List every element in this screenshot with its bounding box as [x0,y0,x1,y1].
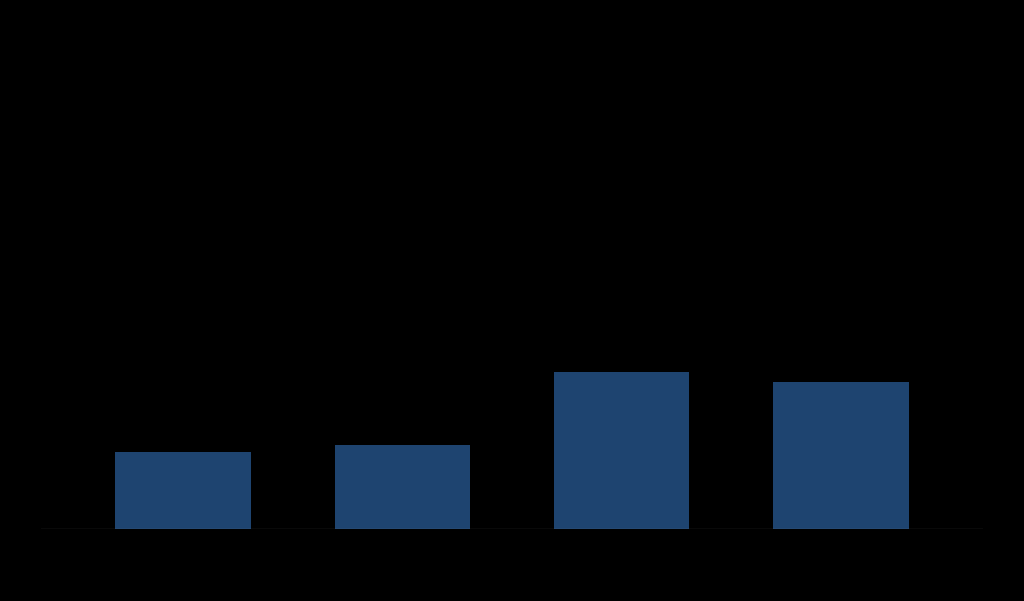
Bar [773,382,908,529]
Bar [335,445,470,529]
Bar [116,452,251,529]
Bar [554,372,689,529]
